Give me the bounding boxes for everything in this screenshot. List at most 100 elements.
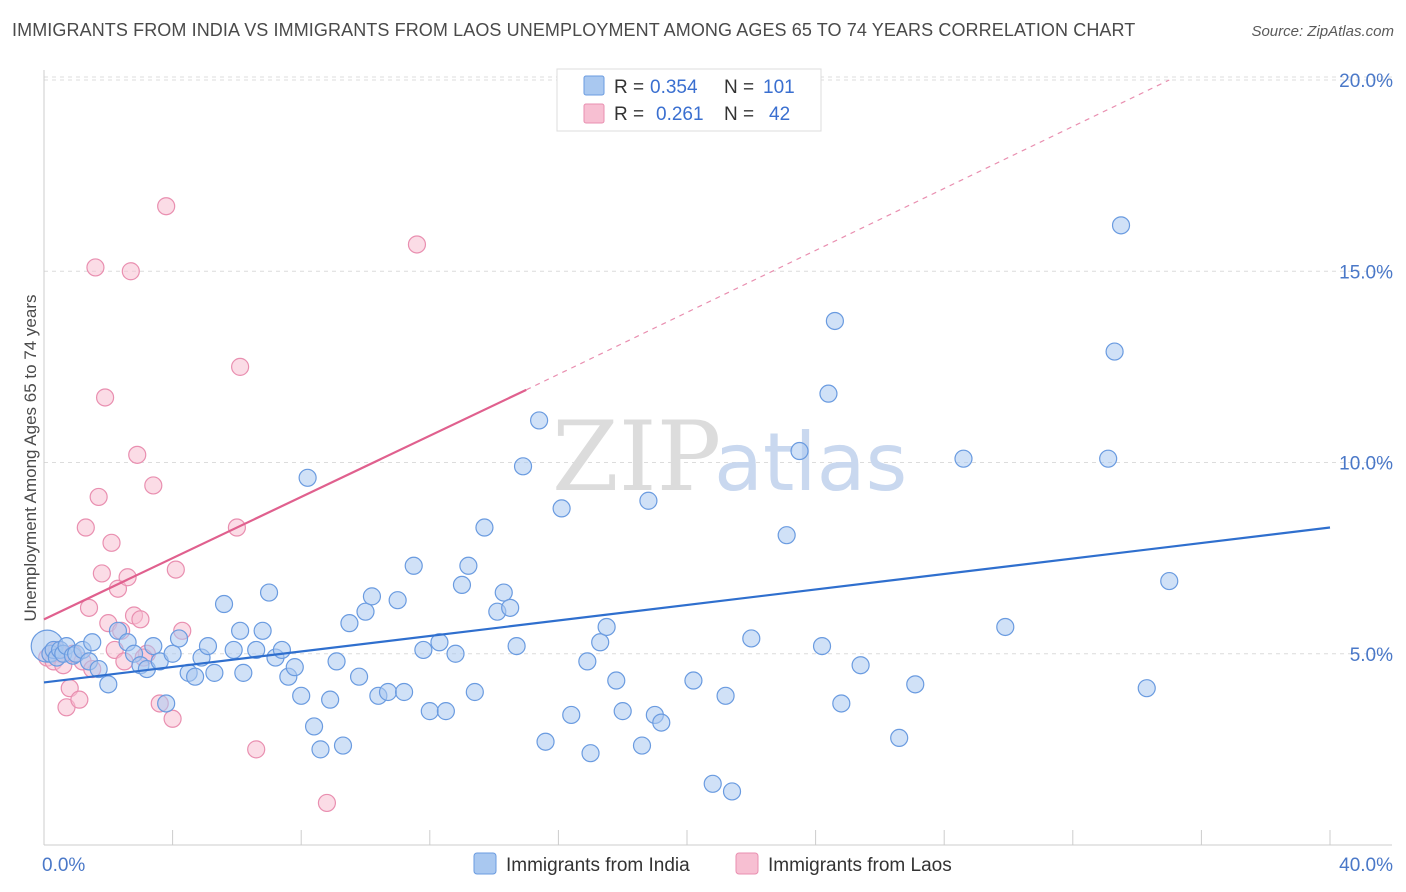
legend-swatch-india bbox=[583, 75, 605, 96]
laos-trendline bbox=[43, 388, 527, 621]
legend-r-label-laos: R = bbox=[614, 104, 644, 125]
watermark-atlas: atlas bbox=[714, 416, 907, 509]
india-point bbox=[1137, 679, 1156, 698]
india-point bbox=[144, 636, 163, 656]
india-point bbox=[777, 526, 796, 545]
india-point bbox=[340, 614, 359, 633]
laos-point bbox=[121, 262, 140, 281]
india-point bbox=[851, 656, 870, 675]
india-point bbox=[272, 640, 292, 660]
india-point bbox=[1160, 571, 1179, 591]
india-point bbox=[224, 640, 243, 660]
india-point bbox=[494, 583, 513, 602]
y-tick-label-2: 15.0% bbox=[1339, 262, 1393, 283]
india-point bbox=[404, 556, 423, 575]
india-point bbox=[356, 602, 375, 621]
laos-point bbox=[157, 197, 176, 216]
india-point bbox=[388, 591, 407, 610]
legend-swatch-laos bbox=[583, 103, 605, 124]
india-point bbox=[321, 690, 340, 709]
india-point bbox=[552, 499, 571, 518]
laos-point bbox=[102, 533, 121, 552]
x-axis-ticks bbox=[43, 830, 1331, 845]
india-point bbox=[452, 575, 472, 595]
india-point bbox=[530, 411, 549, 430]
india-point bbox=[465, 682, 484, 702]
laos-point bbox=[407, 235, 427, 254]
india-point bbox=[1099, 449, 1118, 468]
india-point bbox=[247, 640, 266, 660]
laos-point bbox=[95, 388, 115, 407]
india-point bbox=[157, 694, 176, 713]
bottom-legend-swatch-india bbox=[473, 852, 497, 875]
bottom-legend-swatch-laos bbox=[735, 852, 759, 875]
bottom-legend-label-india: Immigrants from India bbox=[506, 855, 690, 876]
laos-point bbox=[317, 793, 337, 813]
y-tick-labels: 5.0% 10.0% 15.0% 20.0% bbox=[1339, 71, 1393, 666]
india-point bbox=[362, 587, 382, 606]
legend-box: R = 0.354 N = 101 R = 0.261 N = 42 bbox=[556, 68, 822, 132]
india-point bbox=[349, 667, 369, 686]
india-point bbox=[597, 617, 616, 637]
india-point bbox=[812, 636, 832, 656]
india-point bbox=[205, 663, 224, 682]
india-point bbox=[607, 671, 626, 690]
india-point bbox=[89, 659, 108, 679]
india-point bbox=[253, 621, 272, 640]
trendlines bbox=[43, 79, 1331, 684]
india-point bbox=[475, 518, 494, 537]
laos-trendline-extension bbox=[525, 79, 1170, 391]
india-point bbox=[742, 629, 761, 648]
india-point bbox=[394, 682, 414, 702]
laos-point bbox=[70, 690, 89, 709]
india-point bbox=[446, 644, 465, 663]
laos-point bbox=[92, 564, 111, 583]
india-point bbox=[906, 675, 925, 694]
y-axis-label: Unemployment Among Ages 65 to 74 years bbox=[21, 295, 40, 622]
india-trendline bbox=[43, 526, 1331, 684]
india-point bbox=[414, 640, 433, 660]
india-point bbox=[832, 694, 851, 713]
india-point bbox=[954, 449, 973, 468]
india-point bbox=[163, 644, 182, 663]
india-point bbox=[436, 702, 455, 721]
india-point bbox=[825, 311, 844, 331]
india-point bbox=[684, 671, 703, 690]
legend-r-label-india: R = bbox=[614, 77, 644, 98]
laos-point bbox=[86, 258, 105, 277]
india-point bbox=[459, 556, 478, 575]
laos-point bbox=[76, 518, 95, 537]
laos-point bbox=[231, 357, 250, 376]
india-point bbox=[285, 658, 304, 677]
india-point bbox=[722, 782, 742, 801]
india-point bbox=[578, 652, 597, 671]
y-tick-label-1: 10.0% bbox=[1339, 454, 1393, 475]
x-tick-labels: 0.0% 40.0% bbox=[42, 855, 1393, 876]
bottom-legend: Immigrants from India Immigrants from La… bbox=[473, 852, 952, 876]
india-point bbox=[639, 491, 658, 510]
india-point bbox=[83, 633, 102, 652]
india-point bbox=[378, 682, 398, 702]
india-point bbox=[632, 736, 652, 755]
india-point bbox=[581, 744, 600, 763]
laos-point bbox=[247, 740, 266, 759]
india-point bbox=[790, 441, 809, 461]
india-point bbox=[536, 732, 555, 751]
laos-point bbox=[128, 445, 147, 464]
india-point bbox=[819, 384, 838, 403]
india-point bbox=[652, 713, 671, 732]
india-point bbox=[420, 702, 439, 721]
india-point bbox=[513, 457, 533, 476]
laos-point bbox=[144, 476, 163, 495]
india-point bbox=[703, 774, 722, 793]
india-point bbox=[292, 686, 311, 705]
india-point bbox=[613, 702, 632, 721]
legend-n-label-laos: N = bbox=[724, 104, 754, 125]
legend-n-label-india: N = bbox=[724, 77, 754, 98]
india-point bbox=[591, 633, 610, 652]
india-point bbox=[333, 736, 353, 755]
india-point bbox=[1105, 342, 1124, 361]
x-tick-label-0: 0.0% bbox=[42, 855, 85, 876]
india-point bbox=[198, 636, 218, 656]
laos-point bbox=[131, 610, 150, 629]
